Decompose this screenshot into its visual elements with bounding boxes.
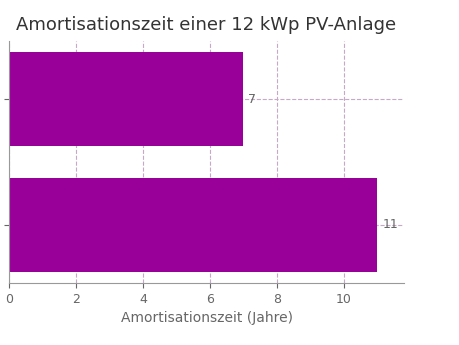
Bar	[9, 52, 243, 147]
Bar	[9, 178, 377, 272]
Text: 11: 11	[382, 218, 398, 231]
X-axis label: Amortisationszeit (Jahre): Amortisationszeit (Jahre)	[121, 311, 292, 325]
Title: Amortisationszeit einer 12 kWp PV-Anlage: Amortisationszeit einer 12 kWp PV-Anlage	[17, 16, 397, 34]
Text: 7: 7	[248, 93, 257, 106]
